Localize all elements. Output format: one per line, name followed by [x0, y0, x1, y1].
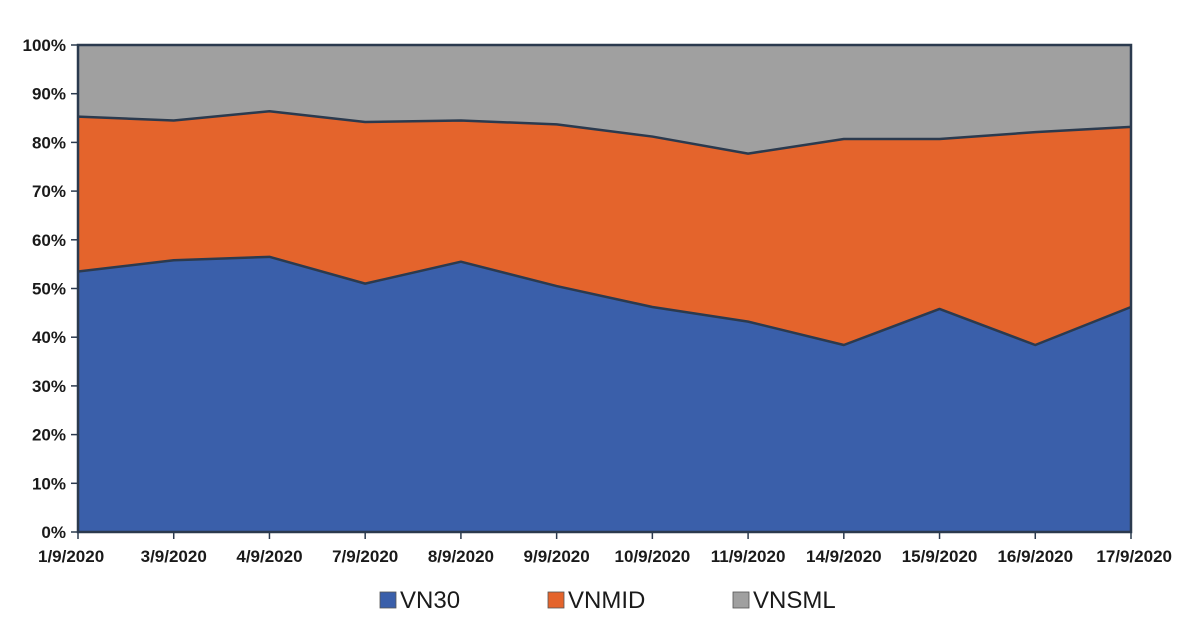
- x-tick-label: 14/9/2020: [806, 547, 882, 566]
- y-tick-label: 0%: [41, 523, 66, 542]
- x-tick-label: 9/9/2020: [524, 547, 590, 566]
- legend-label-vnsml: VNSML: [753, 587, 836, 614]
- x-tick-label: 10/9/2020: [615, 547, 691, 566]
- x-tick-label: 15/9/2020: [902, 547, 978, 566]
- x-tick-label: 7/9/2020: [332, 547, 398, 566]
- y-tick-label: 10%: [32, 474, 66, 493]
- area-vn30: [78, 256, 1131, 532]
- x-tick-label: 3/9/2020: [141, 547, 207, 566]
- area-vnmid: [78, 111, 1131, 345]
- y-tick-label: 20%: [32, 426, 66, 445]
- y-tick-label: 40%: [32, 328, 66, 347]
- legend-label-vnmid: VNMID: [568, 587, 645, 614]
- x-tick-label: 4/9/2020: [236, 547, 302, 566]
- y-tick-label: 50%: [32, 280, 66, 299]
- boundary-lines-group: [77, 109, 1132, 347]
- y-tick-label: 80%: [32, 133, 66, 152]
- x-tick-label: 8/9/2020: [428, 547, 494, 566]
- y-tick-label: 90%: [32, 85, 66, 104]
- legend: VN30 VNMID VNSML: [379, 587, 836, 614]
- x-tick-label: 1/9/2020: [38, 547, 104, 566]
- y-tick-label: 30%: [32, 377, 66, 396]
- x-tick-label: 16/9/2020: [997, 547, 1073, 566]
- y-axis-ticks: 0% 10% 20% 30% 40% 50% 60% 70% 80% 90% 100%: [23, 36, 78, 542]
- legend-label-vn30: VN30: [400, 587, 460, 614]
- boundary-line-vn30: [77, 255, 1132, 347]
- legend-swatch-vnmid: [547, 591, 565, 609]
- legend-swatch-vnsml: [732, 591, 750, 609]
- y-tick-label: 100%: [23, 36, 66, 55]
- boundary-line-vnmid: [77, 109, 1132, 155]
- x-tick-label: 17/9/2020: [1096, 547, 1172, 566]
- area-vnsml: [78, 45, 1131, 154]
- y-tick-label: 70%: [32, 182, 66, 201]
- areas-group: [78, 45, 1131, 532]
- y-tick-label: 60%: [32, 231, 66, 250]
- x-axis-ticks: 1/9/2020 3/9/2020 4/9/2020 7/9/2020 8/9/2020…: [38, 532, 1172, 566]
- x-tick-label: 11/9/2020: [711, 547, 786, 566]
- legend-swatch-vn30: [379, 591, 397, 609]
